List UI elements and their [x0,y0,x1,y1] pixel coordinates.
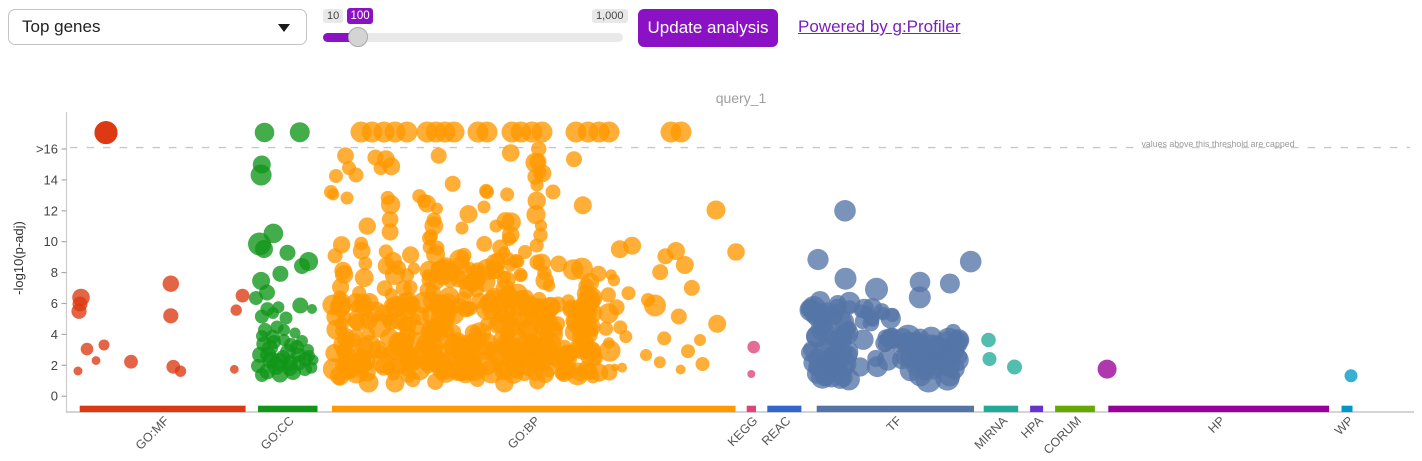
svg-text:0: 0 [51,389,58,404]
svg-text:REAC: REAC [759,414,793,448]
svg-text:-log10(p-adj): -log10(p-adj) [11,221,26,295]
svg-text:KEGG: KEGG [725,414,760,449]
svg-text:query_1: query_1 [716,90,767,106]
svg-text:values above this threshold ar: values above this threshold are capped [1141,139,1294,149]
svg-text:MIRNA: MIRNA [972,413,1011,452]
svg-text:8: 8 [51,265,58,280]
svg-text:GO:CC: GO:CC [258,414,297,453]
svg-text:4: 4 [51,327,58,342]
svg-text:14: 14 [44,172,58,187]
svg-text:12: 12 [44,203,58,218]
svg-text:TF: TF [884,413,905,434]
svg-text:HPA: HPA [1018,413,1046,441]
svg-text:>16: >16 [36,142,58,157]
svg-text:WP: WP [1332,414,1356,438]
svg-text:CORUM: CORUM [1041,414,1084,457]
svg-text:GO:BP: GO:BP [505,414,543,452]
svg-text:HP: HP [1206,414,1228,436]
svg-text:GO:MF: GO:MF [133,413,172,452]
svg-text:2: 2 [51,358,58,373]
svg-text:6: 6 [51,296,58,311]
svg-text:10: 10 [44,234,58,249]
